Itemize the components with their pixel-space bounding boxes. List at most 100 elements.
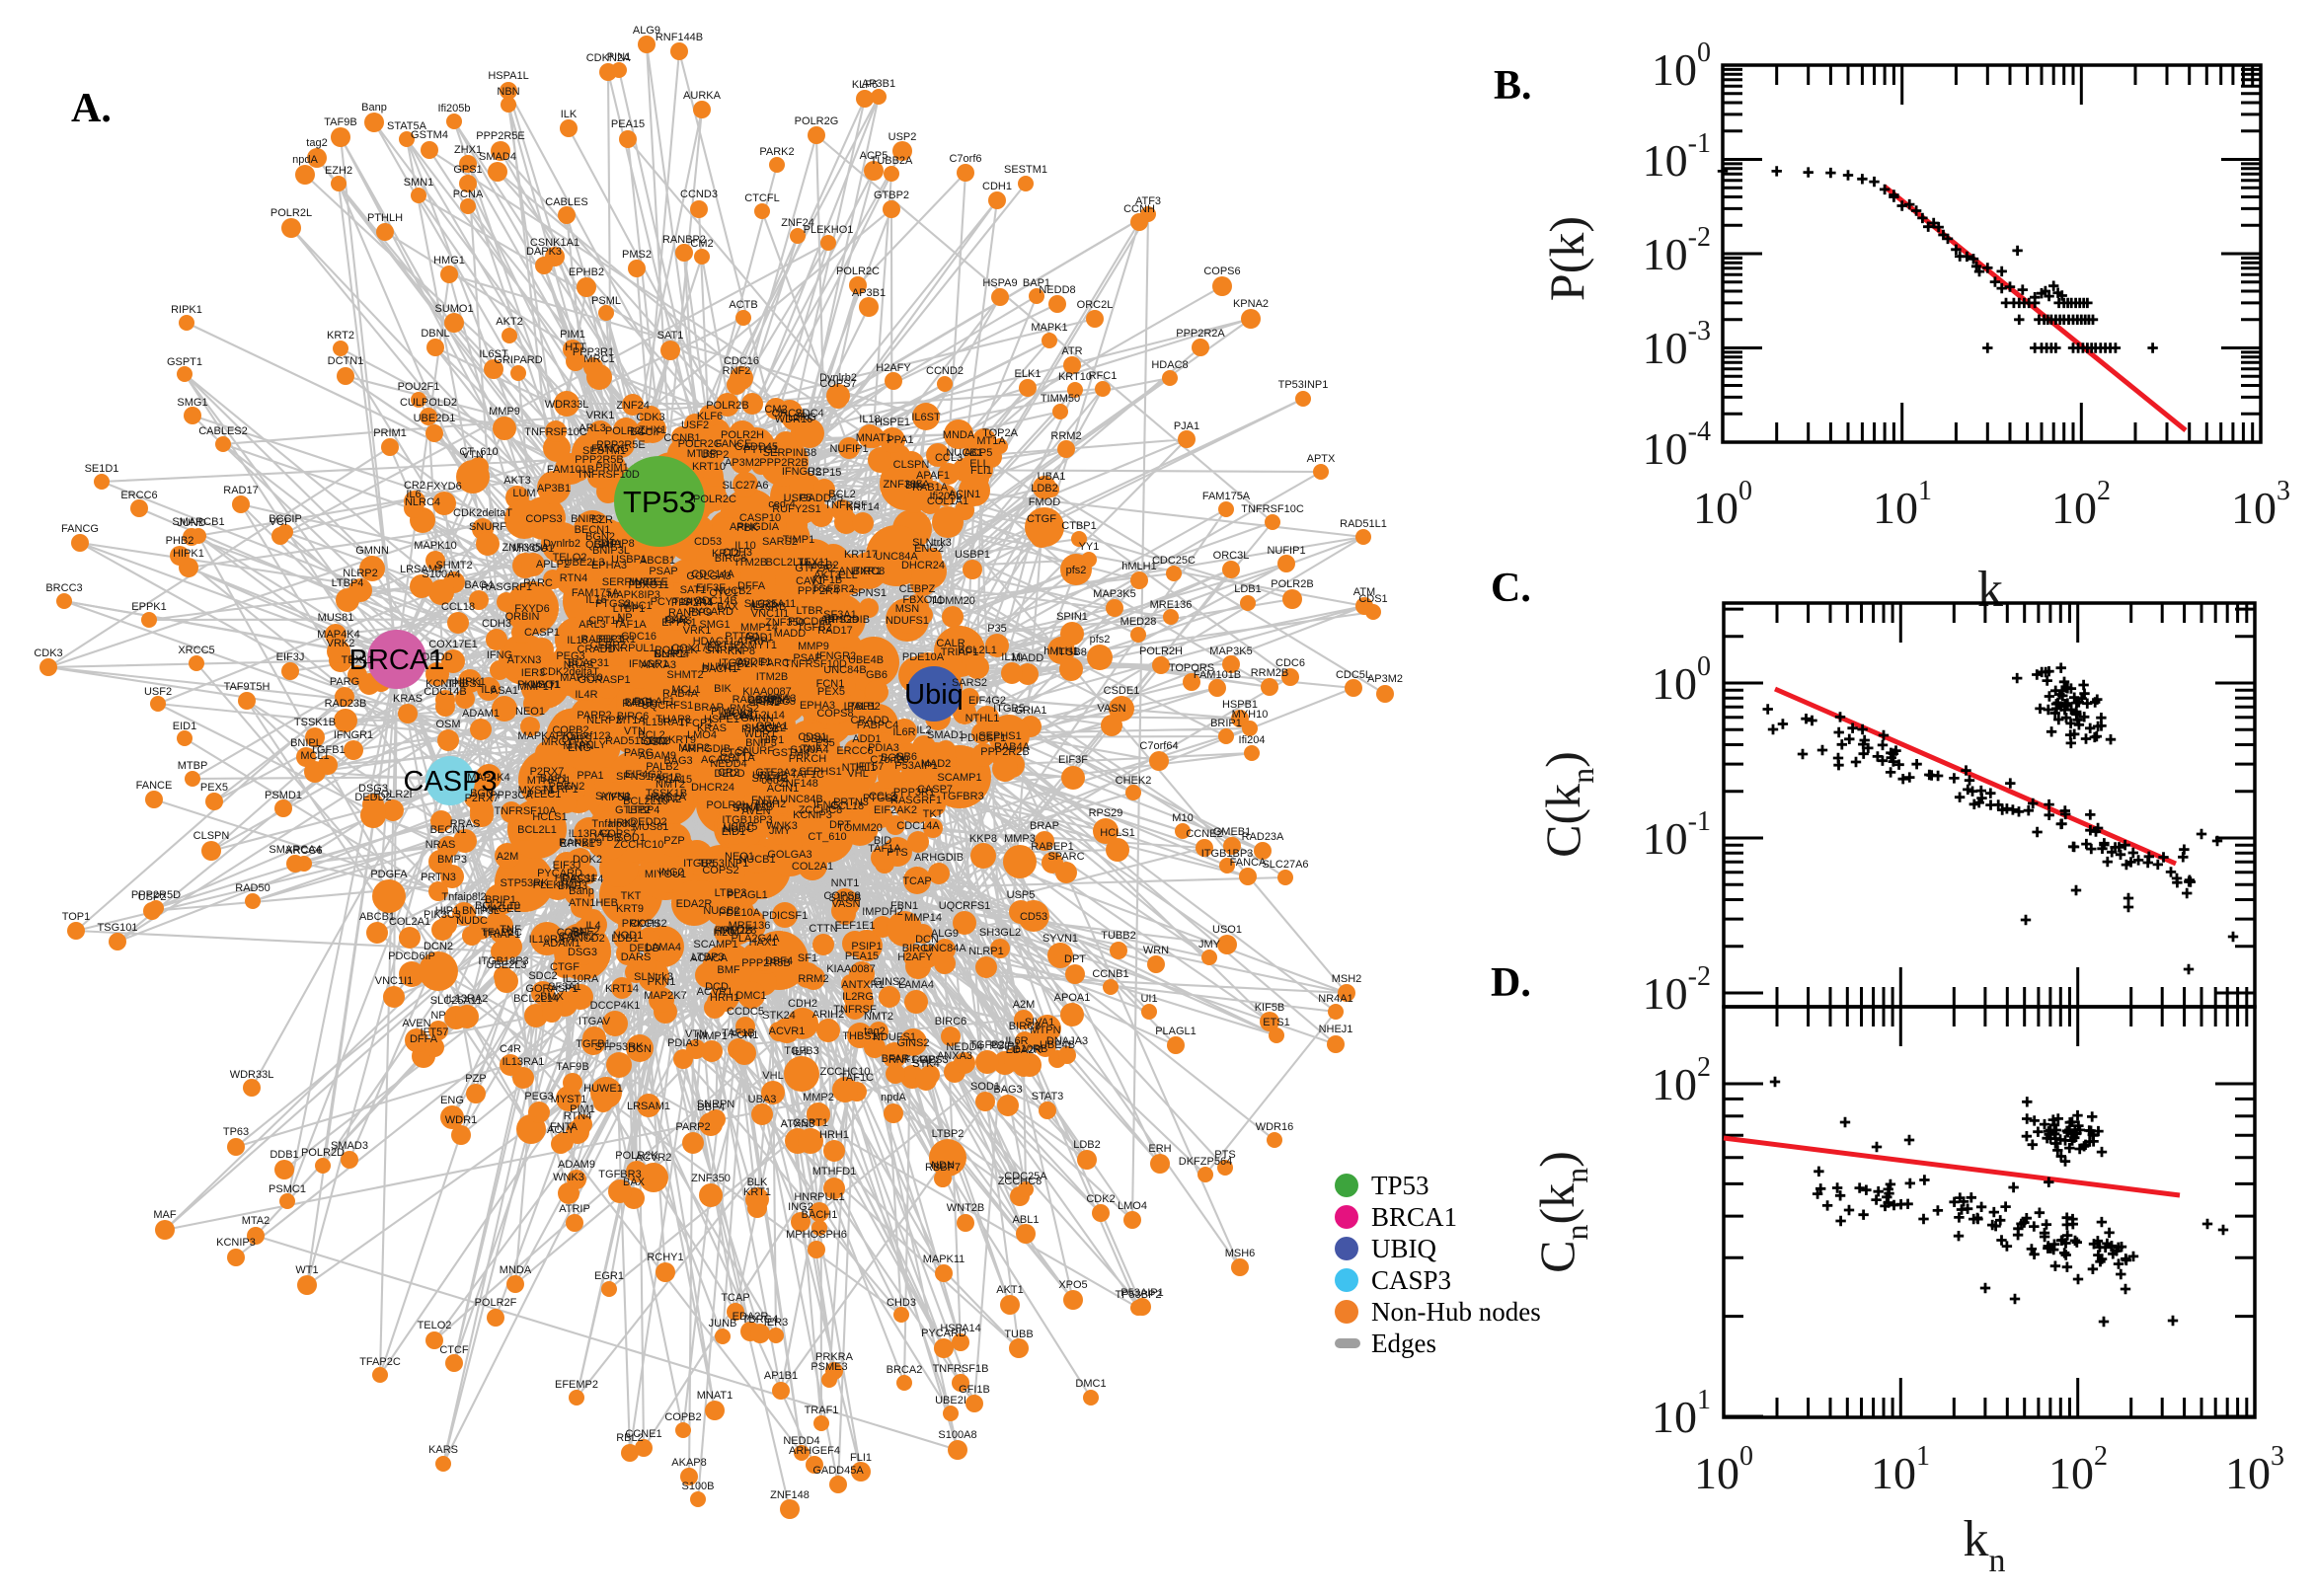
svg-text:NLRC4: NLRC4 [654,648,689,660]
svg-text:CTGF: CTGF [550,961,579,973]
svg-text:FANCG: FANCG [591,443,629,455]
svg-text:PDE10A: PDE10A [902,651,945,663]
svg-text:PJA1: PJA1 [1174,420,1199,432]
svg-text:SMAD3: SMAD3 [331,1140,368,1152]
svg-text:PZP: PZP [663,835,684,847]
svg-text:ING2: ING2 [788,1201,813,1213]
svg-text:BIRC6: BIRC6 [935,1016,966,1027]
svg-text:BRIP1: BRIP1 [1210,718,1242,729]
svg-text:BIRC7: BIRC7 [902,943,934,954]
svg-text:ARHGDIB: ARHGDIB [820,614,870,626]
svg-text:BMF: BMF [717,964,740,976]
svg-text:ENG: ENG [440,1095,464,1106]
svg-text:ACIN1: ACIN1 [767,783,799,795]
svg-text:MT1A: MT1A [976,435,1006,447]
svg-text:MAPK1: MAPK1 [1031,322,1067,334]
svg-text:CAPN2: CAPN2 [559,931,595,943]
svg-text:UQCRFS1: UQCRFS1 [642,700,694,712]
svg-text:SAT1: SAT1 [680,584,707,596]
svg-text:PIM1: PIM1 [711,706,736,718]
svg-text:ced-4: ced-4 [761,775,789,787]
svg-text:POLR2C: POLR2C [836,266,880,277]
svg-text:NP: NP [430,1010,445,1022]
svg-text:DCN2: DCN2 [424,941,453,952]
svg-text:MMP17: MMP17 [517,681,555,693]
svg-text:PEX5: PEX5 [200,782,228,794]
svg-text:MSH6: MSH6 [1225,1248,1256,1259]
svg-text:IL18: IL18 [567,635,587,646]
svg-text:RIPK1: RIPK1 [171,304,202,316]
svg-text:HSPA14: HSPA14 [940,1323,980,1334]
svg-text:GTF2A2: GTF2A2 [795,563,836,574]
svg-text:COBF: COBF [557,927,587,939]
svg-text:MTHFD1: MTHFD1 [527,775,572,787]
svg-text:KIAA0087: KIAA0087 [826,963,876,975]
svg-text:TOPORS: TOPORS [1169,662,1214,674]
svg-text:COPS3: COPS3 [525,513,562,525]
svg-text:EIF2AK2: EIF2AK2 [874,804,917,816]
svg-text:pfs2: pfs2 [1090,634,1111,646]
svg-text:SPIN1: SPIN1 [1056,611,1088,623]
svg-text:TSSK1B: TSSK1B [294,717,336,728]
svg-text:WDR16: WDR16 [1256,1121,1294,1133]
svg-text:GTBP2: GTBP2 [874,190,909,201]
svg-text:LUM: LUM [512,488,535,499]
svg-text:CTCFL: CTCFL [720,747,754,759]
svg-text:UBE2D1: UBE2D1 [414,413,456,424]
svg-text:DHCR24: DHCR24 [691,782,734,794]
svg-text:ZHX1: ZHX1 [454,144,482,156]
svg-text:MMP9: MMP9 [798,641,829,652]
svg-text:BLK: BLK [747,1177,768,1188]
svg-text:PALB2: PALB2 [847,701,880,713]
svg-text:PSMC1: PSMC1 [269,1183,306,1195]
svg-text:ZNF24: ZNF24 [616,400,650,412]
svg-text:S100B: S100B [828,892,861,904]
svg-text:Tnfaip8l2: Tnfaip8l2 [441,891,486,903]
svg-text:PARC: PARC [523,577,553,589]
svg-text:ITM2B: ITM2B [756,671,788,683]
svg-text:SAT1: SAT1 [657,330,684,342]
svg-text:RANBP9: RANBP9 [559,837,602,849]
svg-text:HRK: HRK [608,817,632,829]
svg-text:ASA1: ASA1 [491,685,518,697]
svg-text:MAPKAPK5: MAPKAPK5 [517,730,576,742]
svg-text:MAP4K4: MAP4K4 [467,772,509,784]
svg-text:SMG1: SMG1 [177,397,207,409]
svg-text:RAD17: RAD17 [817,625,852,637]
svg-text:ACLY: ACLY [579,739,607,751]
svg-text:BCL2: BCL2 [638,729,665,741]
svg-text:MNAT1: MNAT1 [697,1390,733,1402]
svg-text:Tnfaip8l2: Tnfaip8l2 [591,818,636,830]
svg-text:IL2RG: IL2RG [785,412,816,423]
svg-text:ZNF350: ZNF350 [691,1173,731,1184]
svg-text:LDB1: LDB1 [1234,583,1262,595]
svg-text:pfs2: pfs2 [1066,565,1087,576]
svg-text:WDR1: WDR1 [445,1114,477,1126]
svg-text:GB6: GB6 [866,669,888,681]
svg-text:P(k): P(k) [1539,216,1594,301]
svg-text:APTX: APTX [1307,453,1336,465]
svg-text:FXYD6: FXYD6 [514,603,549,615]
svg-text:Non-Hub nodes: Non-Hub nodes [1371,1297,1541,1327]
svg-text:BAG3: BAG3 [663,755,692,767]
svg-text:IER3: IER3 [764,1317,788,1329]
svg-text:RAD23B: RAD23B [733,694,775,706]
svg-text:IFNGR2: IFNGR2 [782,466,821,478]
svg-text:BECN1: BECN1 [575,524,611,536]
svg-text:NBN: NBN [497,86,519,98]
svg-text:PIN1: PIN1 [607,51,631,63]
svg-text:100: 100 [1694,1441,1753,1498]
svg-text:S100A8: S100A8 [938,1429,976,1441]
svg-text:CCL18: CCL18 [830,800,864,812]
svg-text:MYST1: MYST1 [518,785,555,797]
svg-text:POLR2H: POLR2H [721,429,764,441]
svg-text:CCND2: CCND2 [926,365,964,377]
svg-text:PIK3R1: PIK3R1 [598,634,636,646]
svg-text:NLRP1: NLRP1 [968,946,1003,957]
svg-text:MPHOSPH6: MPHOSPH6 [786,1229,847,1241]
svg-text:PKN1: PKN1 [648,976,676,988]
svg-text:RAB1A: RAB1A [651,792,687,803]
svg-text:CASP7: CASP7 [917,784,953,796]
svg-text:10-3: 10-3 [1643,316,1711,373]
svg-text:PDCD6IP: PDCD6IP [388,950,435,962]
